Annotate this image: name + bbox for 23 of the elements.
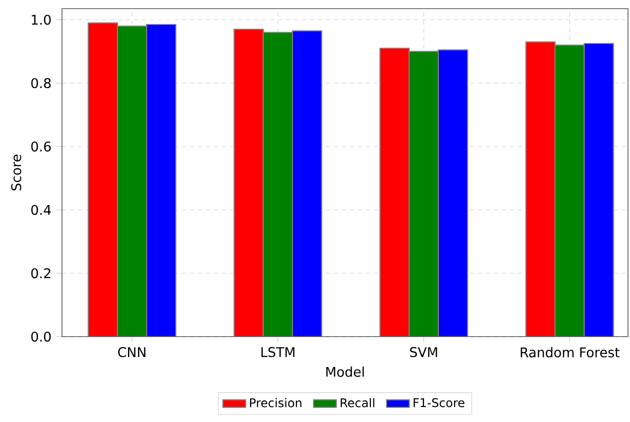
y-tick-label: 0.8 xyxy=(31,78,51,88)
bar xyxy=(584,42,614,337)
x-tick-label: SVM xyxy=(410,347,438,358)
y-tick-label: 0.6 xyxy=(31,141,51,152)
bar xyxy=(146,24,176,337)
x-axis-title: Model xyxy=(326,366,364,377)
bar xyxy=(234,28,264,337)
y-tick-label: 0.2 xyxy=(31,268,50,278)
bar xyxy=(379,48,410,337)
legend-label: Precision xyxy=(250,398,302,408)
y-tick-label: 1.0 xyxy=(32,14,51,25)
y-axis-title: Score xyxy=(11,154,22,190)
bar xyxy=(292,30,322,337)
y-tick-label: 0.4 xyxy=(31,204,51,215)
legend-label: Recall xyxy=(340,398,374,408)
bar xyxy=(525,41,556,337)
bar xyxy=(438,49,468,337)
x-tick-label: LSTM xyxy=(261,347,294,358)
y-tick-label: 0.0 xyxy=(31,332,51,342)
x-tick-label: Random Forest xyxy=(520,347,620,358)
x-tick-label: CNN xyxy=(118,347,146,358)
bar xyxy=(88,22,118,337)
legend-label: F1-Score xyxy=(414,398,464,408)
